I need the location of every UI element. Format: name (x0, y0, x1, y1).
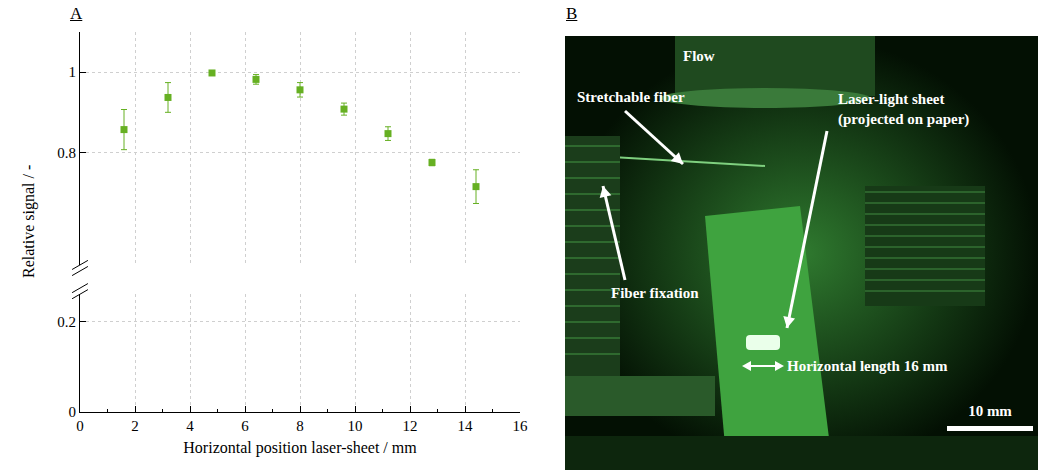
svg-text:12: 12 (403, 418, 418, 434)
svg-text:Horizontal length 16 mm: Horizontal length 16 mm (787, 358, 948, 374)
svg-text:Stretchable fiber: Stretchable fiber (577, 89, 685, 105)
svg-text:0.2: 0.2 (57, 314, 76, 330)
svg-text:(projected on paper): (projected on paper) (838, 111, 969, 128)
svg-text:Relative signal / -: Relative signal / - (20, 165, 38, 278)
svg-text:Horizontal position laser-shee: Horizontal position laser-sheet / mm (183, 439, 417, 457)
svg-text:16: 16 (513, 418, 529, 434)
svg-text:Flow: Flow (683, 48, 715, 64)
svg-text:0: 0 (76, 418, 84, 434)
svg-text:Laser-light sheet: Laser-light sheet (838, 91, 945, 107)
svg-text:Fiber fixation: Fiber fixation (611, 285, 699, 301)
svg-text:8: 8 (296, 418, 304, 434)
svg-text:14: 14 (458, 418, 474, 434)
svg-text:1: 1 (69, 64, 77, 80)
svg-text:0: 0 (69, 404, 77, 420)
svg-text:6: 6 (241, 418, 249, 434)
svg-text:4: 4 (186, 418, 194, 434)
svg-text:2: 2 (131, 418, 139, 434)
svg-text:0.8: 0.8 (57, 145, 76, 161)
html-text:B: B (566, 4, 578, 23)
html-text:A: A (70, 4, 83, 23)
svg-text:10: 10 (348, 418, 363, 434)
svg-text:10 mm: 10 mm (968, 403, 1012, 419)
